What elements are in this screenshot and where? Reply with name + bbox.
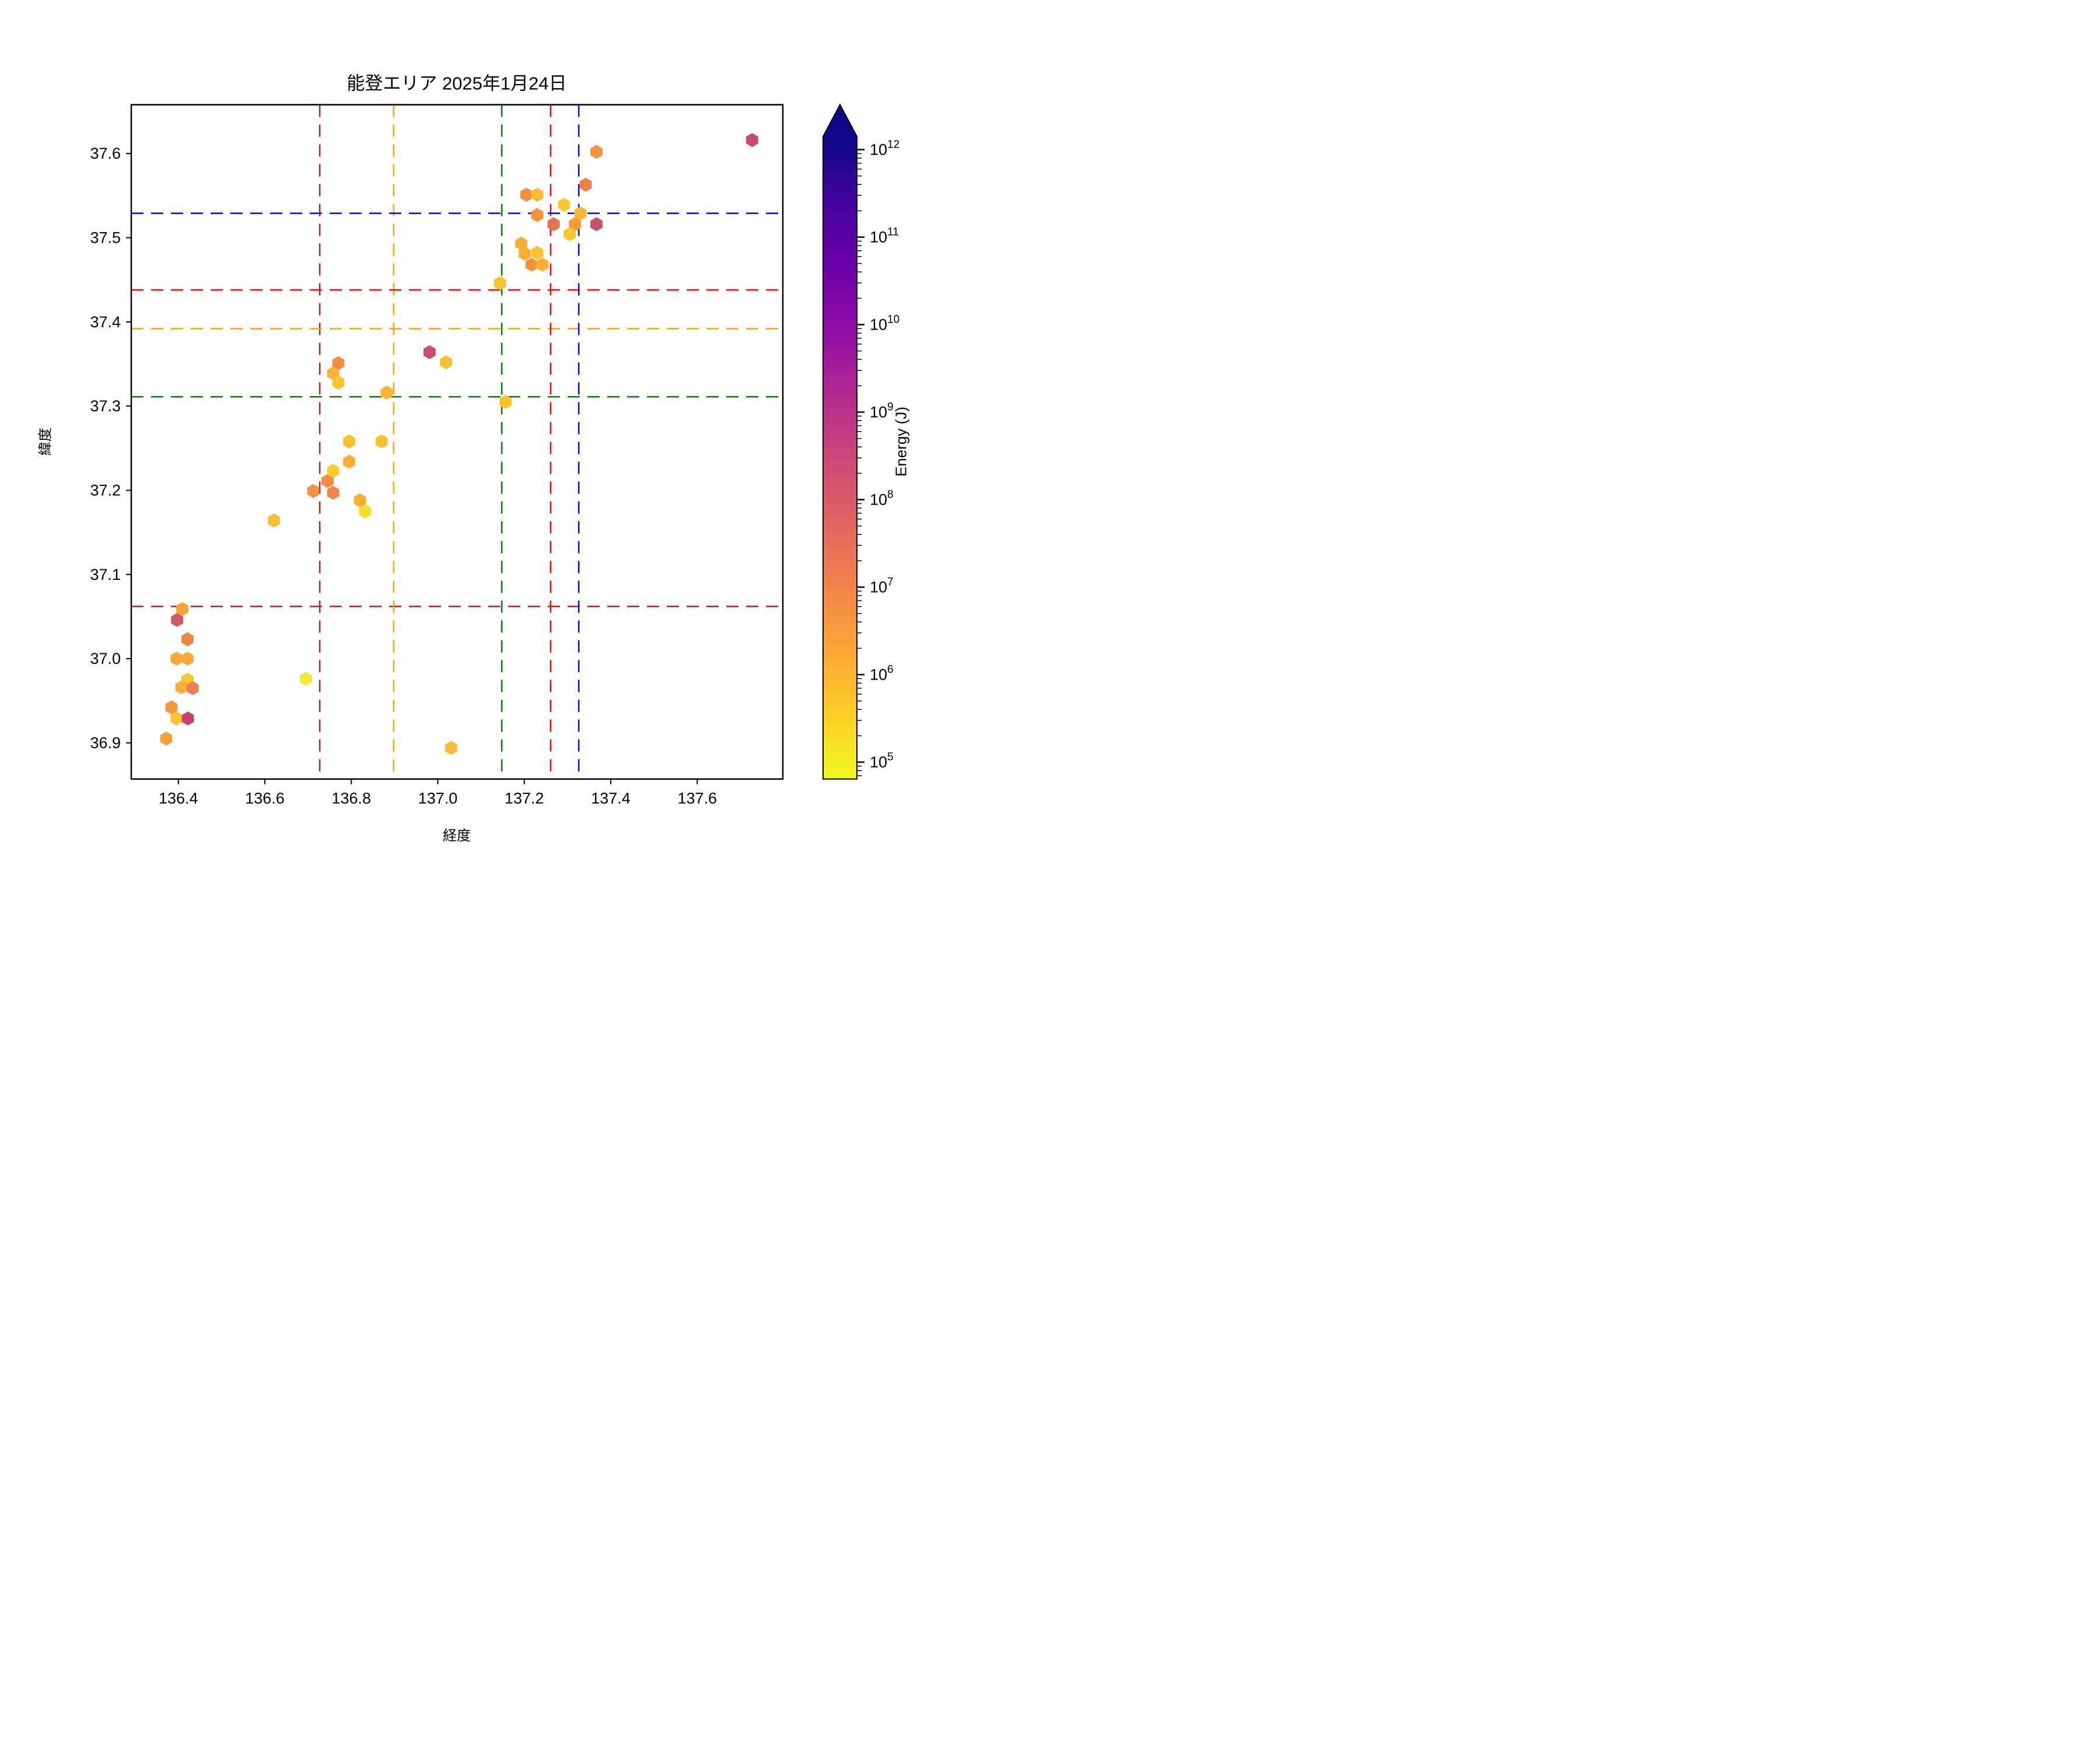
- data-point: [531, 208, 544, 222]
- y-tick-label: 37.6: [90, 145, 121, 162]
- y-tick-label: 37.1: [90, 566, 121, 583]
- data-point: [175, 680, 188, 695]
- data-point: [424, 345, 436, 359]
- data-point: [186, 681, 199, 695]
- data-point: [181, 711, 194, 726]
- y-tick-label: 37.2: [90, 481, 121, 499]
- colorbar-tick-label: 107: [870, 576, 894, 596]
- data-point: [536, 257, 549, 272]
- data-point: [746, 133, 758, 148]
- colorbar-tick-label: 108: [870, 489, 894, 509]
- y-tick-label: 37.3: [90, 397, 121, 415]
- data-point: [579, 177, 592, 192]
- x-axis-label: 経度: [443, 828, 471, 844]
- plot-canvas: 136.4 136.6 136.8 137.0 137.2 137.4 137.6 36.9 3…: [90, 103, 900, 807]
- data-point: [176, 602, 188, 616]
- x-tick-label: 136.8: [331, 790, 371, 807]
- data-point: [526, 257, 538, 272]
- data-point: [440, 355, 452, 370]
- data-point: [569, 217, 581, 232]
- data-point: [531, 246, 544, 260]
- x-tick-label: 137.2: [505, 790, 544, 807]
- y-tick-label: 37.4: [90, 313, 121, 331]
- colorbar-tick-label: 1010: [870, 314, 900, 334]
- data-point: [343, 434, 355, 449]
- data-point: [327, 464, 340, 478]
- x-tick-label: 137.0: [418, 790, 458, 807]
- x-tick-label: 136.4: [159, 790, 198, 807]
- data-point: [520, 187, 533, 202]
- data-point: [332, 356, 345, 370]
- colorbar-tick-label: 106: [870, 664, 894, 684]
- data-point: [519, 246, 531, 261]
- data-point: [300, 671, 312, 686]
- data-point: [170, 652, 183, 666]
- data-point: [160, 732, 173, 746]
- data-point: [165, 700, 178, 715]
- colorbar-tick-label: 109: [870, 401, 894, 421]
- data-point: [170, 711, 183, 726]
- data-point: [307, 484, 320, 498]
- data-point: [171, 612, 183, 627]
- data-point: [564, 227, 576, 242]
- data-point: [332, 375, 345, 390]
- x-tick-label: 137.6: [677, 790, 717, 807]
- data-point: [531, 187, 544, 202]
- data-point: [268, 513, 280, 528]
- y-tick-label: 36.9: [90, 734, 121, 751]
- data-point: [327, 485, 340, 500]
- data-point: [181, 632, 194, 646]
- data-point: [181, 652, 194, 666]
- data-point: [547, 217, 560, 232]
- x-tick-label: 137.4: [591, 790, 631, 807]
- colorbar-body: [823, 136, 857, 779]
- data-point: [375, 434, 388, 449]
- data-point: [590, 217, 603, 232]
- x-tick-label: 136.6: [245, 790, 285, 807]
- data-point: [354, 493, 366, 508]
- figure: 能登エリア 2025年1月24日 経度 緯度 Energy (J) 136.4 1…: [0, 0, 1050, 875]
- data-point: [574, 206, 587, 220]
- y-tick-label: 37.5: [90, 229, 121, 247]
- chart-title: 能登エリア 2025年1月24日: [346, 73, 567, 94]
- data-point: [494, 276, 506, 290]
- colorbar-tick-label: 105: [870, 751, 894, 771]
- data-point: [590, 145, 603, 159]
- y-axis-label: 緯度: [37, 428, 54, 456]
- data-point: [327, 366, 340, 380]
- colorbar-outline: [822, 103, 858, 780]
- data-point: [359, 504, 372, 519]
- colorbar-label: Energy (J): [892, 407, 910, 477]
- data-point: [380, 386, 393, 400]
- data-point: [499, 394, 512, 409]
- data-point: [321, 474, 334, 488]
- data-point: [445, 741, 457, 755]
- colorbar-tick-label: 1011: [870, 226, 899, 246]
- data-point: [558, 198, 570, 212]
- y-tick-label: 37.0: [90, 650, 121, 667]
- plot-frame: [130, 104, 784, 780]
- colorbar-tick-label: 1012: [870, 139, 900, 159]
- data-point: [343, 454, 355, 469]
- colorbar-arrow: [823, 104, 857, 136]
